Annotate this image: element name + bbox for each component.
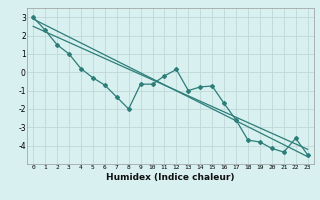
X-axis label: Humidex (Indice chaleur): Humidex (Indice chaleur) — [106, 173, 235, 182]
